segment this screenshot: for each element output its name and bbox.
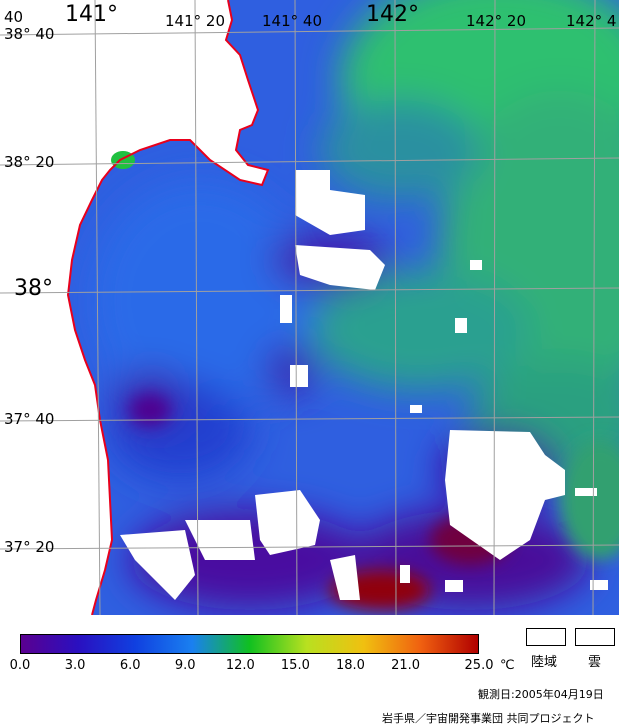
land-area [0, 0, 268, 615]
lon-label-142-40: 142° 4 [566, 12, 617, 30]
colorbar-tick-label: 12.0 [225, 658, 255, 673]
observation-date: 観測日:2005年04月19日 [478, 688, 604, 701]
unit-label: ℃ [500, 658, 515, 673]
lat-label-38: 38° [14, 276, 53, 301]
lon-label-141: 141° [65, 2, 118, 27]
lat-label-37-20: 37° 20 [4, 538, 55, 556]
coastline [66, 0, 270, 615]
lon-label-141-40: 141° 40 [262, 12, 322, 30]
colorbar-tick-label: 6.0 [119, 658, 141, 673]
lat-label-38-40: 38° 40 [4, 25, 55, 43]
temperature-colorbar [20, 634, 479, 654]
lon-label-142-20: 142° 20 [466, 12, 526, 30]
lat-label-38-20: 38° 20 [4, 153, 55, 171]
sea-surface-temperature-map: 141° 141° 20 141° 40 142° 142° 20 142° 4… [0, 0, 619, 615]
legend-cloud-label: 雲 [588, 655, 602, 670]
legend-land-label: 陸域 [531, 655, 558, 670]
colorbar-tick-label: 21.0 [391, 658, 421, 673]
map-canvas [0, 0, 619, 615]
colorbar-tick-label: 3.0 [64, 658, 86, 673]
lat-label-37-40: 37° 40 [4, 410, 55, 428]
colorbar-tick-label: 18.0 [335, 658, 365, 673]
legend-land-swatch [526, 628, 566, 646]
legend-cloud-swatch [575, 628, 615, 646]
lon-label-141-20: 141° 20 [165, 12, 225, 30]
corner-label: 40 [4, 8, 24, 26]
lon-label-142: 142° [366, 2, 419, 27]
colorbar-tick-label: 9.0 [174, 658, 196, 673]
colorbar-tick-label: 25.0 [464, 658, 494, 673]
colorbar-tick-label: 15.0 [280, 658, 310, 673]
credit-text: 岩手県／宇宙開発事業団 共同プロジェクト [382, 712, 595, 725]
colorbar-tick-label: 0.0 [9, 658, 31, 673]
graticule [0, 0, 619, 615]
